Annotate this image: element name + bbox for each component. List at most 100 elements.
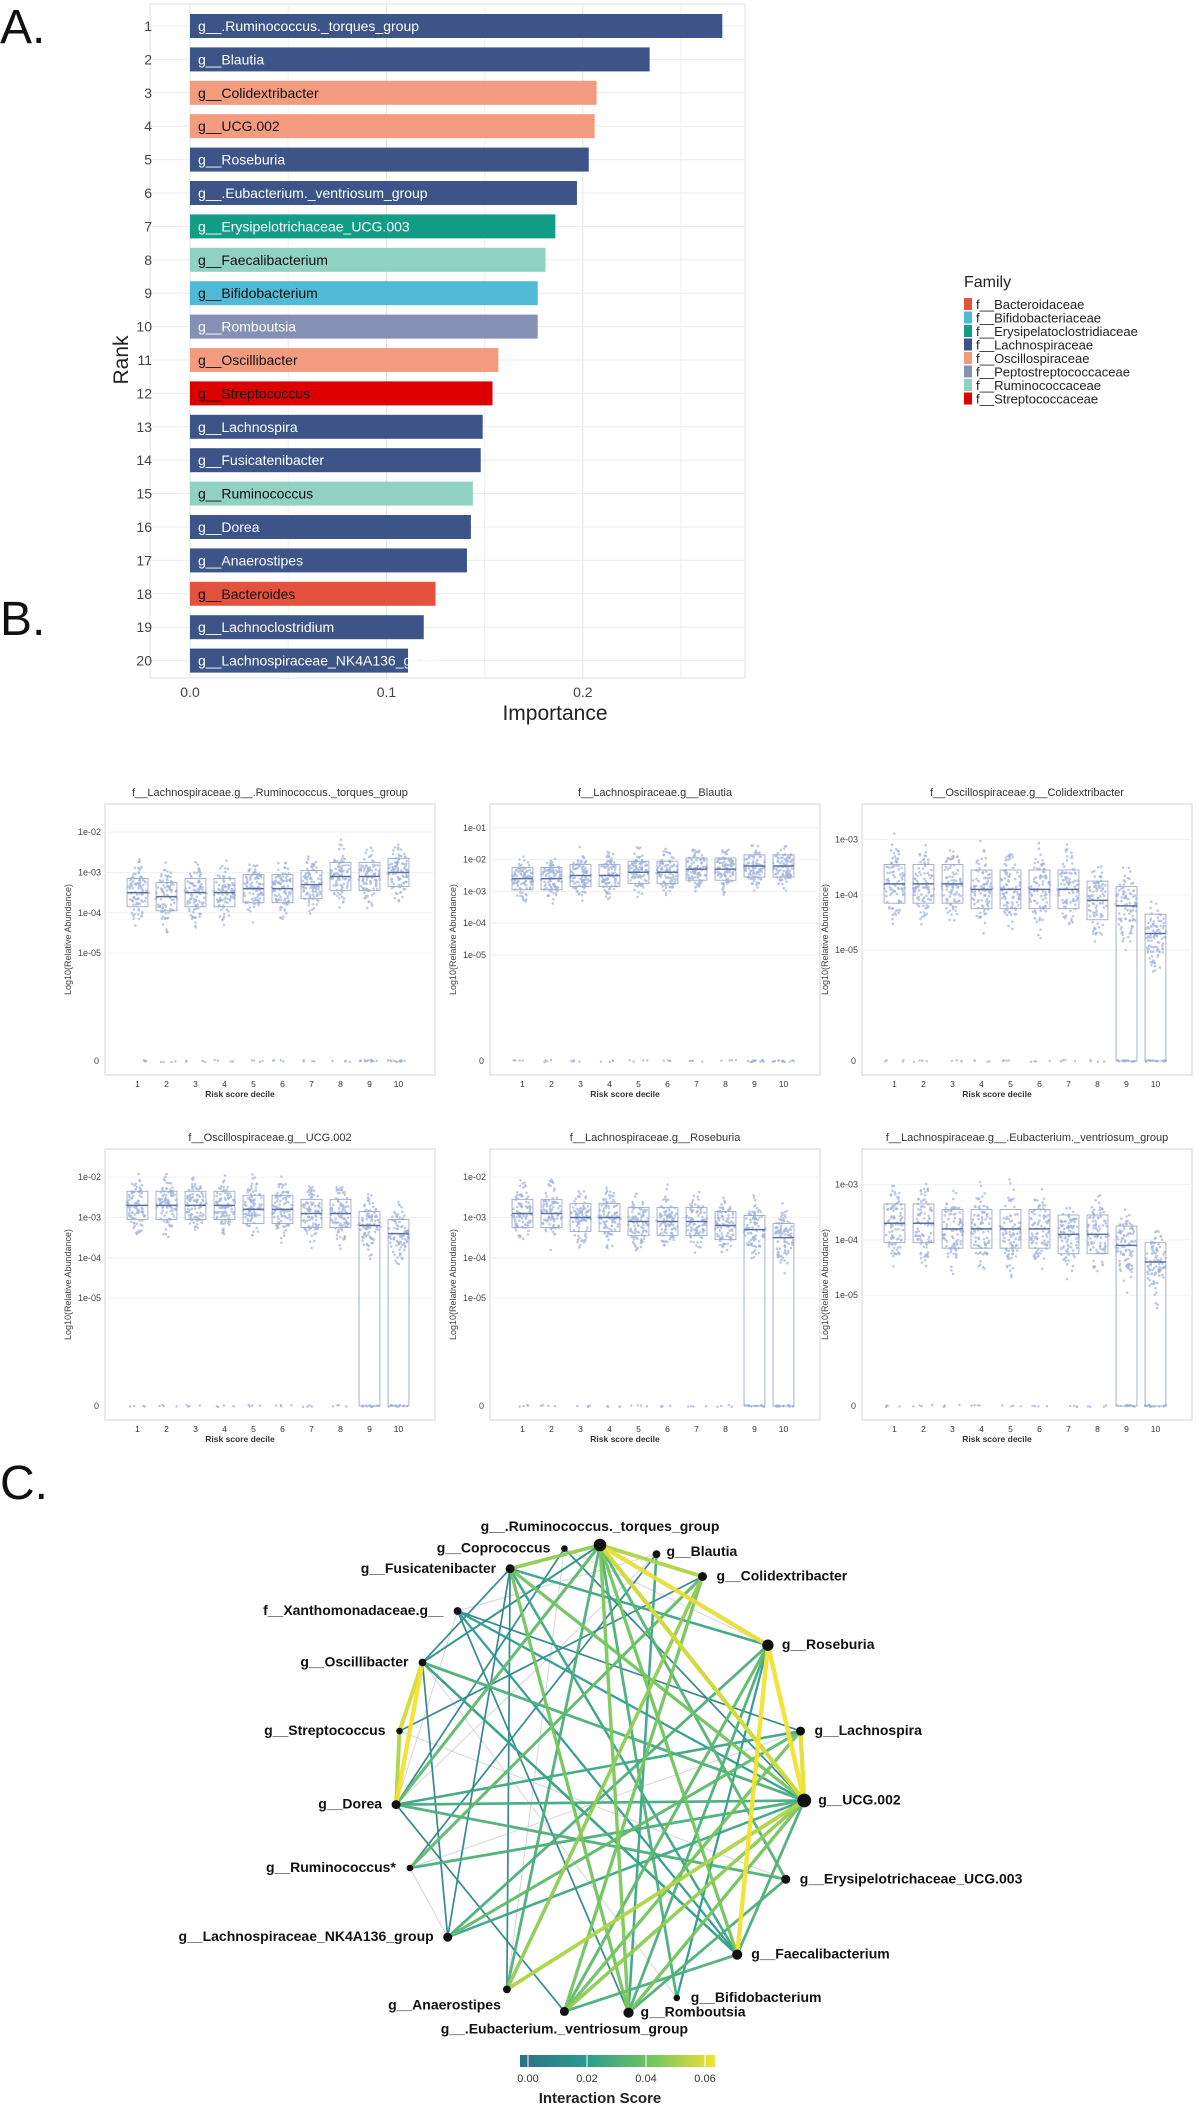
abundance-point bbox=[1008, 852, 1012, 856]
abundance-point bbox=[251, 881, 254, 885]
abundance-point bbox=[663, 1230, 666, 1234]
abundance-point bbox=[278, 1182, 282, 1186]
abundance-point bbox=[693, 872, 696, 875]
abundance-point bbox=[1147, 944, 1151, 947]
abundance-point bbox=[900, 887, 903, 890]
abundance-point bbox=[954, 905, 958, 909]
abundance-point bbox=[749, 1221, 752, 1224]
abundance-point bbox=[250, 1182, 254, 1186]
abundance-point bbox=[893, 875, 896, 879]
legend-label: f__Lachnospiraceae bbox=[976, 338, 1093, 353]
abundance-point bbox=[580, 860, 583, 863]
abundance-point bbox=[339, 1247, 342, 1250]
abundance-point bbox=[280, 906, 283, 909]
x-axis-title: Risk score decile bbox=[590, 1434, 660, 1444]
abundance-point bbox=[312, 1222, 315, 1225]
abundance-point bbox=[365, 848, 369, 852]
abundance-point bbox=[163, 903, 167, 906]
zero-point bbox=[668, 1059, 672, 1063]
x-tick-label: 6 bbox=[665, 1079, 670, 1089]
abundance-point bbox=[720, 1250, 724, 1254]
abundance-point bbox=[692, 876, 695, 879]
abundance-point bbox=[166, 916, 170, 920]
abundance-point bbox=[1071, 899, 1075, 903]
abundance-point bbox=[172, 901, 176, 905]
abundance-point bbox=[755, 858, 759, 862]
abundance-point bbox=[399, 891, 403, 894]
abundance-point bbox=[1152, 920, 1156, 923]
abundance-point bbox=[549, 1248, 552, 1252]
abundance-point bbox=[1035, 881, 1039, 885]
abundance-point bbox=[756, 1210, 760, 1213]
abundance-point bbox=[979, 915, 982, 919]
abundance-point bbox=[138, 902, 141, 905]
abundance-point bbox=[1096, 896, 1100, 900]
abundance-point bbox=[339, 893, 342, 897]
abundance-point bbox=[1070, 919, 1073, 922]
zero-point bbox=[1064, 1058, 1067, 1062]
abundance-point bbox=[341, 876, 345, 880]
abundance-point bbox=[307, 1215, 311, 1219]
abundance-point bbox=[186, 880, 189, 883]
abundance-point bbox=[158, 905, 162, 908]
abundance-point bbox=[890, 891, 894, 895]
abundance-point bbox=[243, 894, 247, 897]
abundance-point bbox=[344, 877, 348, 880]
abundance-point bbox=[1097, 884, 1101, 887]
x-tick-label: 9 bbox=[367, 1079, 372, 1089]
abundance-point bbox=[196, 1226, 200, 1230]
abundance-point bbox=[789, 873, 792, 876]
abundance-point bbox=[788, 856, 791, 860]
zero-point bbox=[587, 1405, 590, 1409]
zero-point bbox=[782, 1060, 785, 1063]
abundance-point bbox=[720, 1203, 723, 1206]
abundance-point bbox=[163, 886, 167, 889]
abundance-point bbox=[542, 1205, 545, 1208]
abundance-point bbox=[948, 918, 951, 922]
abundance-point bbox=[169, 871, 173, 874]
rank-tick-label: 7 bbox=[144, 218, 152, 234]
abundance-point bbox=[132, 1226, 135, 1230]
zero-point bbox=[229, 1060, 232, 1063]
abundance-point bbox=[398, 1220, 401, 1224]
abundance-point bbox=[528, 1208, 532, 1212]
abundance-point bbox=[195, 1211, 199, 1214]
abundance-point bbox=[558, 1204, 562, 1208]
abundance-point bbox=[337, 847, 341, 851]
abundance-point bbox=[370, 904, 374, 907]
abundance-point bbox=[726, 1234, 729, 1238]
abundance-point bbox=[897, 899, 901, 903]
abundance-point bbox=[160, 1197, 164, 1201]
abundance-point bbox=[554, 872, 558, 875]
abundance-point bbox=[687, 1216, 691, 1220]
abundance-point bbox=[1129, 940, 1132, 943]
abundance-point bbox=[252, 1190, 255, 1193]
abundance-point bbox=[1099, 915, 1103, 919]
zero-point bbox=[275, 1404, 278, 1407]
abundance-point bbox=[278, 1203, 281, 1206]
abundance-point bbox=[777, 869, 780, 873]
zero-point bbox=[960, 1059, 963, 1063]
bar-6 bbox=[190, 181, 577, 205]
abundance-point bbox=[251, 1177, 254, 1180]
abundance-point bbox=[398, 1216, 402, 1219]
abundance-point bbox=[586, 869, 589, 873]
abundance-point bbox=[555, 1217, 559, 1220]
abundance-point bbox=[364, 851, 368, 855]
abundance-point bbox=[248, 906, 252, 909]
abundance-point bbox=[1123, 913, 1126, 916]
abundance-point bbox=[279, 895, 282, 899]
abundance-point bbox=[220, 1210, 223, 1214]
zero-point bbox=[1102, 1060, 1106, 1063]
abundance-point bbox=[1008, 857, 1012, 860]
abundance-point bbox=[1016, 871, 1019, 874]
abundance-point bbox=[986, 881, 989, 884]
abundance-point bbox=[893, 890, 896, 893]
abundance-point bbox=[199, 1211, 202, 1215]
abundance-point bbox=[716, 1226, 719, 1229]
box-plot-panel: f__Lachnospiraceae.g__Blautia1e-011e-021… bbox=[448, 787, 821, 1099]
abundance-point bbox=[195, 1193, 199, 1197]
legend-label: f__Bifidobacteriaceae bbox=[976, 311, 1101, 326]
abundance-point bbox=[165, 1211, 168, 1214]
abundance-point bbox=[403, 852, 406, 855]
